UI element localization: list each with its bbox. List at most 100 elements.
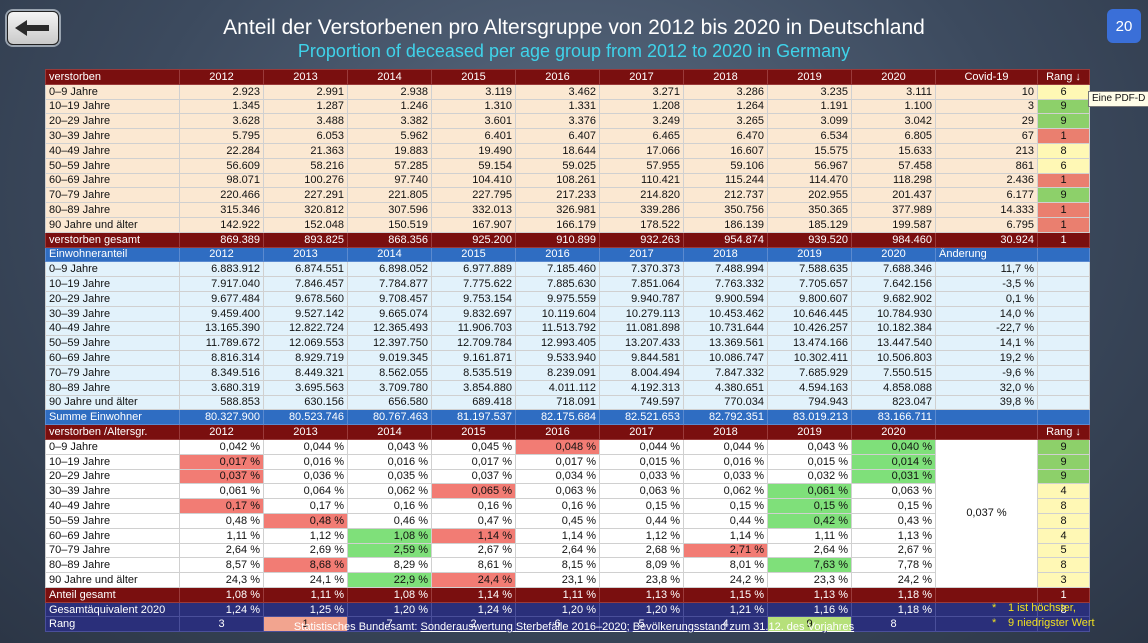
- death-count: 118.298: [851, 172, 936, 189]
- population-count: 6.883.912: [179, 261, 264, 278]
- table-row: 90 Jahre und älter 24,3 % 24,1 % 22,9 % 24,4…: [45, 572, 1090, 588]
- death-count: 115.244: [683, 172, 768, 189]
- empty-cell: [1037, 616, 1090, 633]
- table-row: 70–79 Jahre 2,64 % 2,69 % 2,59 % 2,67 % 2,64 …: [45, 542, 1090, 559]
- share-value: 0,044 %: [263, 438, 348, 455]
- share-value: 24,1 %: [263, 572, 348, 588]
- share-value: 1,14 %: [683, 527, 768, 544]
- share-value: 0,15 %: [683, 498, 768, 514]
- total-value: 82.792.351: [683, 409, 768, 426]
- population-count: 8.239.091: [515, 364, 600, 381]
- age-group-label: 0–9 Jahre: [45, 83, 180, 100]
- year-header: 2019: [767, 424, 852, 440]
- age-group-label: 40–49 Jahre: [45, 142, 180, 159]
- share-value: 0,042 %: [179, 438, 264, 455]
- rank-cell: 1: [1037, 172, 1090, 189]
- share-value: 0,043 %: [767, 438, 852, 455]
- tooltip: Eine PDF-D: [1088, 91, 1148, 107]
- share-value: 1,12 %: [599, 527, 684, 544]
- share-value: 0,16 %: [431, 498, 516, 514]
- year-rank: 4: [683, 616, 768, 633]
- death-count: 3.119: [431, 83, 516, 100]
- rank-cell: 6: [1037, 157, 1090, 174]
- age-group-label: 40–49 Jahre: [45, 498, 180, 514]
- death-count: 350.756: [683, 202, 768, 218]
- death-count: 6.534: [767, 128, 852, 144]
- share-value: 0,44 %: [599, 512, 684, 529]
- share-value: 23,1 %: [515, 572, 600, 588]
- population-count: 4.594.163: [767, 379, 852, 396]
- year-header: 2014: [347, 246, 432, 263]
- share-value: 0,015 %: [767, 453, 852, 470]
- share-value: 0,062 %: [683, 483, 768, 500]
- population-count: 7.784.877: [347, 276, 432, 292]
- year-header: 2014: [347, 69, 432, 85]
- section3-total: Anteil gesamt 1,08 % 1,11 % 1,08 % 1,14 % 1,1…: [45, 586, 1090, 603]
- legend: * 1 ist höchster, * 9 niedrigster Wert: [992, 601, 1095, 631]
- population-count: 8.562.055: [347, 364, 432, 381]
- population-count: 10.302.411: [767, 350, 852, 366]
- legend-star: *: [992, 617, 997, 629]
- death-count: 1.345: [179, 98, 264, 115]
- year-rank: 2: [431, 616, 516, 633]
- population-count: 656.580: [347, 394, 432, 411]
- share-value: 0,061 %: [179, 483, 264, 500]
- total-value: 80.327.900: [179, 409, 264, 426]
- share-value: 0,045 %: [431, 438, 516, 455]
- year-rank: 3: [179, 616, 264, 633]
- age-group-label: 60–69 Jahre: [45, 350, 180, 366]
- population-count: 12.069.553: [263, 335, 348, 352]
- death-count: 2.938: [347, 83, 432, 100]
- total-label: Summe Einwohner: [45, 409, 180, 426]
- table-row: 0–9 Jahre 2.923 2.991 2.938 3.119 3.462 3.271 3…: [45, 83, 1090, 100]
- share-value: 2,68 %: [599, 542, 684, 559]
- back-button[interactable]: [7, 11, 59, 45]
- age-group-label: 50–59 Jahre: [45, 157, 180, 174]
- death-count: 5.962: [347, 128, 432, 144]
- population-count: 7.847.332: [683, 364, 768, 381]
- table-row: 30–39 Jahre 0,061 % 0,064 % 0,062 % 0,065 % 0…: [45, 483, 1090, 500]
- share-value: 0,016 %: [263, 453, 348, 470]
- table-row: 30–39 Jahre 9.459.400 9.527.142 9.665.074 9.…: [45, 305, 1090, 322]
- share-value: 8,61 %: [431, 557, 516, 574]
- covid-count: 10: [935, 83, 1038, 100]
- share-value: 0,15 %: [851, 498, 936, 514]
- total-value: 939.520: [767, 231, 852, 248]
- population-count: 11.513.792: [515, 320, 600, 337]
- population-count: 6.977.889: [431, 261, 516, 278]
- page-subtitle: Proportion of deceased per age group fro…: [297, 41, 851, 61]
- total-value: 1,11 %: [515, 586, 600, 603]
- source-link-bevoelkerung[interactable]: Bevölkerungsstand zum 31.12. des Vorjahr…: [632, 621, 855, 633]
- death-count: 6.465: [599, 128, 684, 144]
- share-value: 0,43 %: [851, 512, 936, 529]
- death-count: 339.286: [599, 202, 684, 218]
- share-value: 1,08 %: [347, 527, 432, 544]
- empty-cell: [1037, 379, 1090, 396]
- population-count: 7.688.346: [851, 261, 936, 278]
- year-header: 2013: [263, 246, 348, 263]
- share-value: 23,8 %: [599, 572, 684, 588]
- year-header: 2017: [599, 69, 684, 85]
- population-count: 12.397.750: [347, 335, 432, 352]
- death-count: 202.955: [767, 187, 852, 204]
- population-count: 10.119.604: [515, 305, 600, 322]
- population-count: 9.940.787: [599, 290, 684, 307]
- rank-cell: 3: [1037, 572, 1090, 588]
- age-group-label: 90 Jahre und älter: [45, 216, 180, 233]
- total-value: 1,13 %: [599, 586, 684, 603]
- death-count: 58.216: [263, 157, 348, 174]
- population-count: 11.906.703: [431, 320, 516, 337]
- population-count: 8.449.321: [263, 364, 348, 381]
- share-value: 24,2 %: [683, 572, 768, 588]
- death-count: 186.139: [683, 216, 768, 233]
- year-header: 2015: [431, 69, 516, 85]
- share-value: 8,29 %: [347, 557, 432, 574]
- source-link-sterbefaelle[interactable]: Sonderauswertung Sterbefälle 2016–2020: [420, 621, 627, 633]
- population-count: 3.854.880: [431, 379, 516, 396]
- population-count: 9.533.940: [515, 350, 600, 366]
- share-value: 0,016 %: [683, 453, 768, 470]
- population-count: 12.993.405: [515, 335, 600, 352]
- death-count: 3.376: [515, 113, 600, 130]
- population-count: 13.165.390: [179, 320, 264, 337]
- table-row: 60–69 Jahre 1,11 % 1,12 % 1,08 % 1,14 % 1,14 …: [45, 527, 1090, 544]
